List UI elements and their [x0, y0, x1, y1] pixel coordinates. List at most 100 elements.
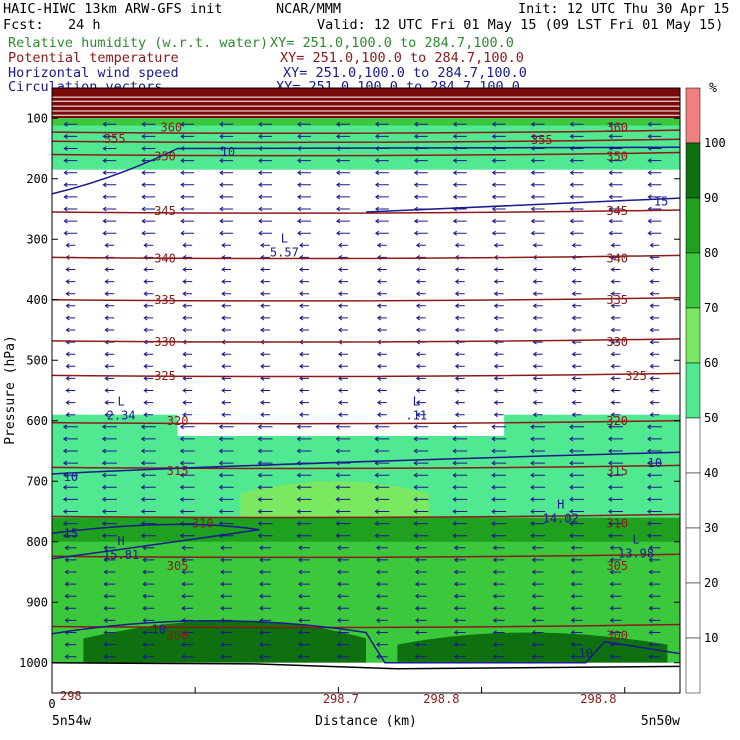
circulation-vector: [336, 545, 349, 551]
circulation-vector: [143, 400, 154, 406]
circulation-vector: [64, 581, 77, 587]
circulation-vector: [257, 496, 273, 502]
field-rh-name: Relative humidity (w.r.t. water): [8, 35, 269, 51]
circulation-vector: [571, 267, 582, 272]
circulation-vector: [141, 158, 156, 164]
circulation-vector: [221, 291, 232, 297]
circulation-vector: [610, 388, 621, 393]
circulation-vector: [375, 654, 388, 660]
theta-isoline: [51, 129, 681, 135]
circulation-vector: [569, 218, 584, 224]
circulation-vector: [531, 557, 544, 563]
colorbar-label: 20: [704, 576, 718, 590]
circulation-vector: [182, 303, 193, 309]
circulation-vector: [257, 472, 273, 478]
circulation-vector: [337, 351, 348, 357]
circulation-vector: [569, 496, 585, 502]
circulation-vector: [646, 424, 662, 430]
circulation-vector: [493, 351, 504, 357]
circulation-vector: [608, 472, 623, 478]
circulation-vector: [608, 218, 623, 224]
circulation-vector: [219, 182, 234, 188]
circulation-vector: [532, 363, 543, 369]
circulation-vector: [141, 170, 156, 176]
circulation-vector: [647, 170, 662, 176]
circulation-vector: [103, 545, 116, 551]
circulation-vector: [101, 496, 117, 502]
circulation-vector: [296, 472, 312, 478]
circulation-vector: [143, 279, 154, 285]
circulation-vector: [220, 557, 233, 563]
circulation-vector: [648, 545, 661, 551]
circulation-vector: [646, 509, 662, 514]
colorbar-segment: [685, 307, 701, 364]
circulation-vector: [64, 605, 77, 611]
circulation-vector: [454, 242, 465, 248]
circulation-vector: [218, 496, 234, 502]
colorbar-label: 40: [704, 466, 718, 480]
circulation-vector: [179, 533, 195, 539]
circulation-vector: [610, 291, 621, 297]
circulation-vector: [453, 654, 466, 660]
colorbar-segment: [685, 142, 701, 199]
theta-isolines: [51, 129, 681, 670]
circulation-vector: [140, 496, 156, 502]
circulation-vector: [375, 630, 388, 635]
circulation-vector: [530, 448, 546, 454]
circulation-vector: [336, 569, 349, 575]
circulation-vector: [608, 460, 623, 466]
colorbar-label: 70: [704, 301, 718, 315]
circulation-vector: [104, 242, 115, 248]
circulation-vector: [646, 472, 662, 478]
circulation-vector: [181, 593, 194, 599]
circulation-vector: [570, 581, 583, 587]
circulation-vector: [374, 533, 390, 539]
circulation-vector: [493, 242, 504, 248]
circulation-vector: [257, 448, 273, 454]
circulation-vector: [649, 412, 660, 418]
circulation-vector: [492, 654, 505, 660]
circulation-vector: [102, 133, 117, 139]
circulation-vector: [569, 484, 585, 490]
circulation-vector: [376, 315, 387, 321]
y-tick-label: 400: [26, 293, 48, 307]
circulation-vector: [608, 448, 623, 454]
circulation-vector: [453, 630, 466, 635]
surface-line: [51, 662, 681, 670]
circulation-vector: [65, 388, 76, 393]
circulation-vector: [532, 375, 543, 381]
theta-label: 315: [167, 464, 189, 478]
circulation-vector: [299, 363, 309, 369]
circulation-vector: [140, 484, 156, 490]
circulation-vector: [452, 521, 468, 527]
circulation-vector: [296, 448, 312, 454]
circulation-vector: [64, 642, 77, 648]
circulation-vector: [337, 327, 348, 333]
circulation-vector: [335, 521, 351, 527]
circulation-vector: [610, 375, 621, 381]
theta-label: 300: [606, 629, 628, 643]
circulation-vector: [141, 182, 156, 188]
circulation-vector: [649, 339, 660, 345]
circulation-vectors: [62, 121, 662, 660]
theta-isoline: [51, 338, 681, 343]
circulation-vector: [103, 557, 116, 563]
circulation-vector: [492, 557, 505, 563]
circulation-vector: [491, 133, 506, 139]
y-tick-label: 600: [26, 414, 48, 428]
circulation-vector: [218, 460, 234, 466]
circulation-vector: [101, 436, 117, 442]
extremum-value: 15.81: [103, 548, 139, 562]
circulation-vector: [452, 484, 468, 490]
circulation-vector: [103, 581, 116, 587]
rh-zone: [52, 88, 680, 119]
extremum-marker: H: [117, 534, 124, 548]
circulation-vector: [336, 630, 349, 635]
circulation-vector: [182, 351, 193, 357]
circulation-vector: [63, 230, 78, 236]
circulation-vector: [415, 303, 426, 309]
circulation-vector: [530, 121, 545, 127]
circulation-vector: [413, 496, 429, 502]
circulation-vector: [335, 121, 350, 127]
